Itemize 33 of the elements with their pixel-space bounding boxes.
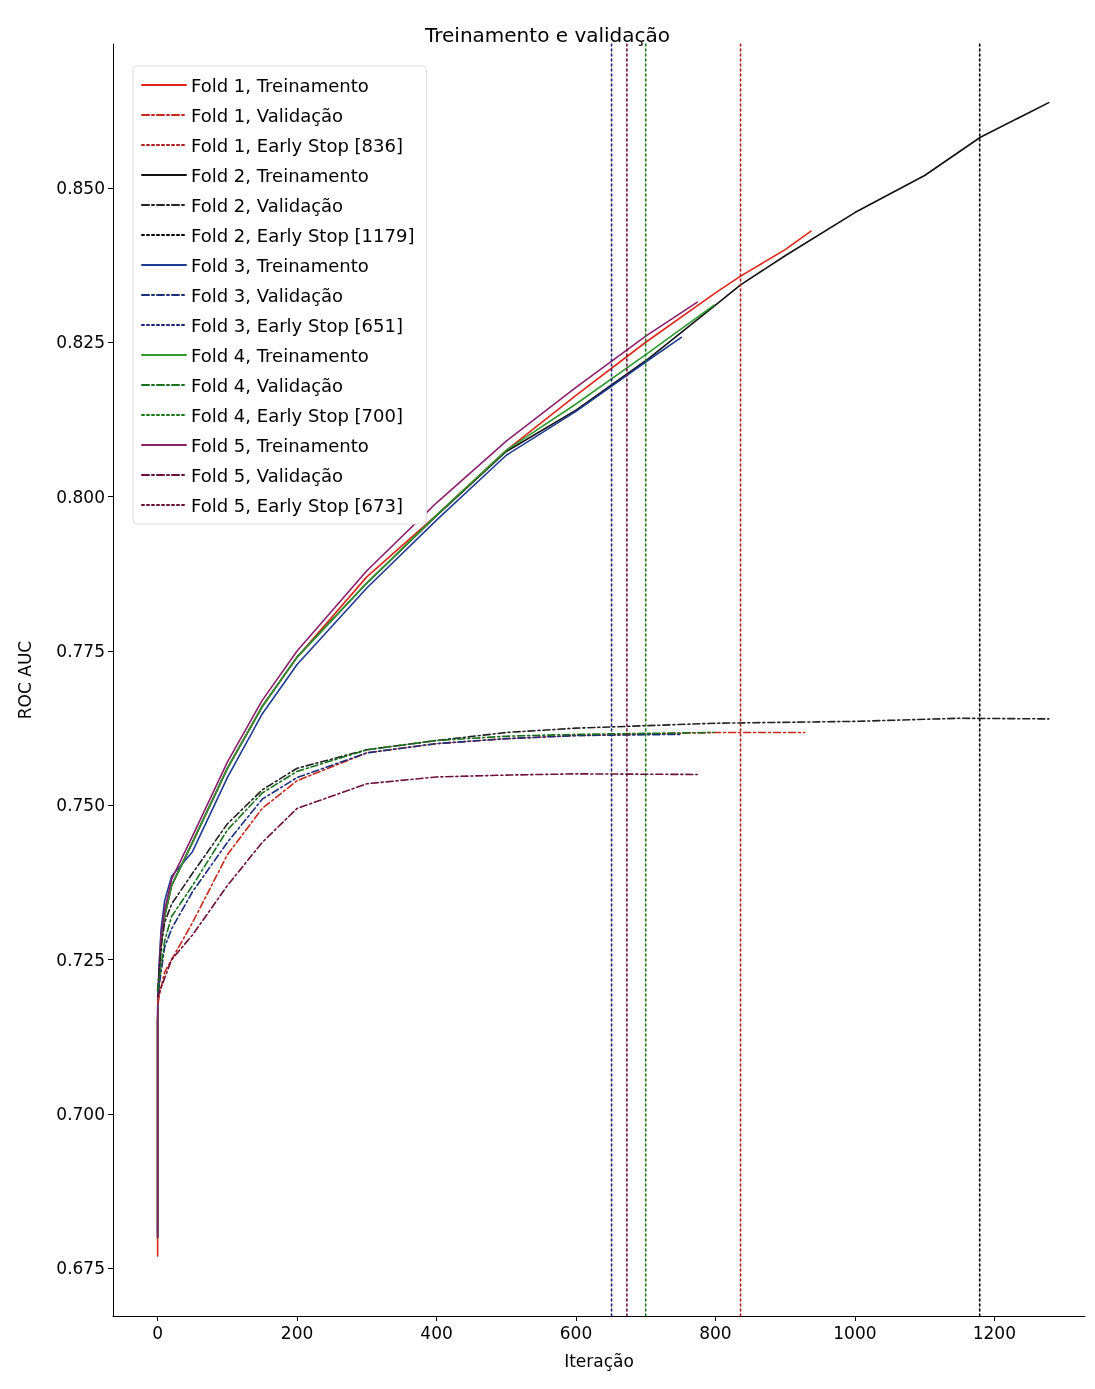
y-tick-label: 0.775: [56, 640, 105, 661]
legend-label: Fold 1, Validação: [191, 104, 344, 126]
legend-label: Fold 2, Validação: [191, 194, 344, 216]
y-axis-title: ROC AUC: [14, 640, 35, 720]
legend-label: Fold 5, Early Stop [673]: [191, 494, 403, 516]
y-tick-label: 0.850: [56, 177, 105, 198]
x-tick-label: 400: [420, 1322, 453, 1343]
legend-label: Fold 1, Treinamento: [191, 74, 369, 96]
x-axis-title: Iteração: [564, 1350, 634, 1371]
legend-label: Fold 5, Validação: [191, 464, 344, 486]
legend-label: Fold 3, Treinamento: [191, 254, 369, 276]
y-tick-label: 0.800: [56, 486, 105, 507]
legend-label: Fold 5, Treinamento: [191, 434, 369, 456]
legend-label: Fold 4, Validação: [191, 374, 344, 396]
legend-label: Fold 3, Early Stop [651]: [191, 314, 403, 336]
y-tick-label: 0.700: [56, 1104, 105, 1125]
legend-label: Fold 2, Early Stop [1179]: [191, 224, 415, 246]
legend-label: Fold 4, Early Stop [700]: [191, 404, 403, 426]
legend-label: Fold 4, Treinamento: [191, 344, 369, 366]
x-tick-label: 600: [559, 1322, 593, 1343]
y-tick-label: 0.675: [56, 1258, 105, 1279]
y-tick-label: 0.750: [56, 795, 105, 816]
y-tick-label: 0.725: [56, 949, 105, 970]
x-tick-label: 0: [152, 1322, 164, 1343]
legend-label: Fold 3, Validação: [191, 284, 344, 306]
legend-label: Fold 2, Treinamento: [191, 164, 369, 186]
legend-label: Fold 1, Early Stop [836]: [191, 134, 403, 156]
chart-title: Treinamento e validação: [423, 23, 671, 47]
x-tick-label: 800: [699, 1322, 732, 1343]
x-tick-label: 1000: [833, 1322, 877, 1343]
x-tick-label: 200: [280, 1322, 314, 1343]
x-tick-label: 1200: [972, 1322, 1016, 1343]
y-tick-label: 0.825: [56, 332, 105, 353]
